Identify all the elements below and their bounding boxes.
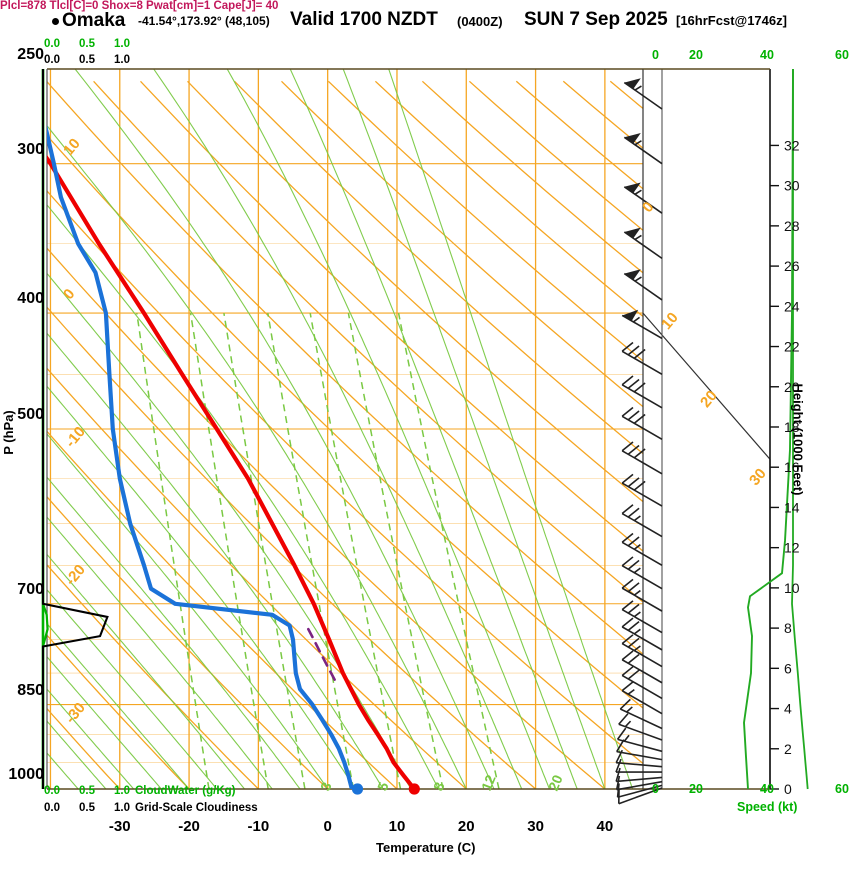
cloudiness-tick-label-bottom: 1.0 <box>114 802 130 814</box>
pressure-tick-label: 250 <box>0 46 44 64</box>
wind-barb <box>622 408 662 440</box>
dewpoint-surface-dot <box>352 783 363 794</box>
height-tick-label: 24 <box>784 298 800 314</box>
valid-time: Valid 1700 NZDT <box>290 9 438 31</box>
height-tick-label: 4 <box>784 701 792 717</box>
pressure-tick-label: 500 <box>0 406 44 424</box>
height-axis-title: Height (1000 Feet) <box>790 384 805 496</box>
speed-tick-label-top: 0 <box>652 48 659 62</box>
station-dot <box>52 18 59 25</box>
height-tick-label: 26 <box>784 258 800 274</box>
cloudwater-legend-label: CloudWater (g/Kg) <box>135 785 236 797</box>
wind-barb <box>622 442 662 474</box>
wind-barbs <box>616 78 662 803</box>
cloudwater-tick-label-bottom: 1.0 <box>114 785 130 797</box>
cloudiness-tick-label-bottom: 0.0 <box>44 802 60 814</box>
temperature-tick-label: 20 <box>448 818 484 835</box>
wind-barb <box>622 579 662 611</box>
pressure-tick-label: 400 <box>0 290 44 308</box>
height-tick-label: 8 <box>784 620 792 636</box>
height-tick-label: 6 <box>784 660 792 676</box>
cloudwater-tick-label-top: 1.0 <box>114 38 130 50</box>
wind-barb <box>622 505 662 537</box>
speed-tick-label-bottom: 20 <box>689 782 703 796</box>
speed-tick-label-bottom: 60 <box>835 782 849 796</box>
speed-tick-label-bottom: 40 <box>760 782 774 796</box>
height-tick-label: 32 <box>784 137 800 153</box>
wind-barb <box>622 376 662 408</box>
station-coordinates: -41.54°,173.92° (48,105) <box>138 14 270 28</box>
temperature-tick-label: 40 <box>587 818 623 835</box>
temperature-tick-label: -30 <box>102 818 138 835</box>
mixing-ratio-lines <box>137 313 499 789</box>
wind-barb <box>620 699 662 728</box>
wind-barb <box>622 601 662 633</box>
pressure-tick-label: 850 <box>0 682 44 700</box>
station-name: Omaka <box>62 10 125 32</box>
cloudwater-tick-label-top: 0.5 <box>79 38 95 50</box>
temperature-tick-label: -10 <box>240 818 276 835</box>
temperature-tick-label: -20 <box>171 818 207 835</box>
speed-tick-label-bottom: 0 <box>652 782 659 796</box>
cloudiness-tick-label-top: 0.5 <box>79 54 95 66</box>
temperature-surface-dot <box>409 783 420 794</box>
forecast-lead: [16hrFcst@1746z] <box>676 13 787 28</box>
temperature-tick-label: 10 <box>379 818 415 835</box>
wind-barb <box>622 343 662 375</box>
cloudwater-tick-label-bottom: 0.5 <box>79 785 95 797</box>
speed-tick-label-top: 20 <box>689 48 703 62</box>
cloudiness-tick-label-top: 1.0 <box>114 54 130 66</box>
temperature-tick-label: 30 <box>518 818 554 835</box>
cloudiness-tick-label-bottom: 0.5 <box>79 802 95 814</box>
valid-time-zulu: (0400Z) <box>457 14 503 29</box>
pressure-tick-label: 700 <box>0 581 44 599</box>
temperature-axis-title: Temperature (C) <box>376 840 475 855</box>
height-tick-label: 2 <box>784 741 792 757</box>
height-tick-label: 28 <box>784 218 800 234</box>
height-tick-label: 30 <box>784 178 800 194</box>
temperature-tick-label: 0 <box>310 818 346 835</box>
speed-tick-label-top: 60 <box>835 48 849 62</box>
height-tick-label: 10 <box>784 580 800 596</box>
cloudiness-legend-label: Grid-Scale Cloudiness <box>135 802 258 814</box>
valid-date: SUN 7 Sep 2025 <box>524 9 668 31</box>
height-tick-label: 22 <box>784 339 800 355</box>
pressure-tick-label: 300 <box>0 141 44 159</box>
pressure-tick-label: 1000 <box>0 766 44 784</box>
cloudwater-tick-label-bottom: 0.0 <box>44 785 60 797</box>
wind-barb <box>616 768 662 781</box>
height-tick-label: 0 <box>784 781 792 797</box>
speed-tick-label-top: 40 <box>760 48 774 62</box>
cloudiness-tick-label-top: 0.0 <box>44 54 60 66</box>
wind-barb <box>622 618 662 650</box>
surface-marker <box>409 783 420 794</box>
cloudwater-tick-label-top: 0.0 <box>44 38 60 50</box>
wind-barb <box>622 310 662 339</box>
height-tick-label: 12 <box>784 540 800 556</box>
height-tick-label: 14 <box>784 499 800 515</box>
surface-marker <box>352 783 363 794</box>
speed-axis-title: Speed (kt) <box>737 800 797 814</box>
